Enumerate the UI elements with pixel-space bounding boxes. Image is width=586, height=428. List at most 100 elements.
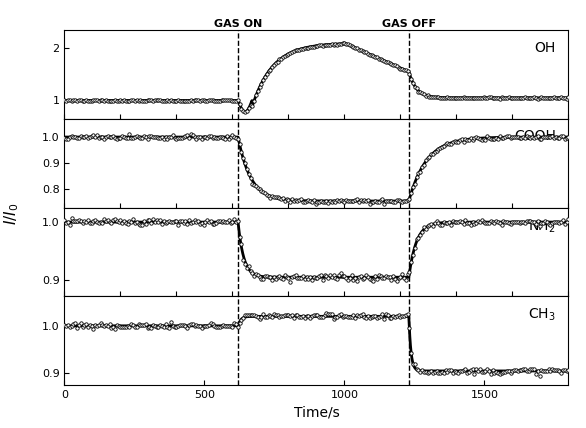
Point (322, 309, 331, 316)
Point (154, 97, 163, 104)
Point (239, 108, 248, 115)
Point (87, 220, 96, 226)
Point (246, 175, 255, 181)
Point (513, 367, 523, 374)
Point (441, 95, 450, 101)
Point (527, 219, 537, 226)
Point (96, 319, 105, 326)
Point (267, 63, 277, 70)
Point (253, 88, 263, 95)
Point (118, 98, 127, 104)
X-axis label: Time/s: Time/s (294, 406, 339, 419)
Point (128, 96, 138, 103)
Point (354, 47, 363, 54)
Point (67, 98, 76, 104)
Point (551, 367, 560, 374)
Point (495, 132, 505, 139)
Point (69, 134, 78, 140)
Point (332, 314, 342, 321)
Point (542, 219, 551, 226)
Point (435, 221, 445, 228)
Point (517, 366, 526, 373)
Point (472, 220, 481, 226)
Point (280, 312, 289, 319)
Point (560, 220, 570, 227)
Point (87, 98, 96, 104)
Point (100, 97, 109, 104)
Point (464, 95, 473, 102)
Point (85, 134, 94, 141)
Point (107, 134, 116, 140)
Point (80, 217, 89, 224)
Point (96, 96, 105, 103)
Point (557, 369, 566, 376)
Point (562, 219, 571, 226)
Point (500, 94, 510, 101)
Point (492, 134, 501, 141)
Point (542, 94, 551, 101)
Point (83, 323, 93, 330)
Point (280, 272, 289, 279)
Point (260, 74, 270, 80)
Point (96, 219, 105, 226)
Point (335, 272, 344, 279)
Point (284, 51, 293, 57)
Point (500, 134, 510, 140)
Point (372, 275, 381, 282)
Point (197, 324, 206, 331)
Point (100, 323, 109, 330)
Point (100, 135, 109, 142)
Point (313, 42, 322, 49)
Point (181, 98, 190, 104)
Point (264, 192, 273, 199)
Point (544, 95, 553, 101)
Point (557, 94, 566, 101)
Point (132, 133, 141, 140)
Point (287, 312, 297, 319)
Point (323, 41, 333, 48)
Point (482, 219, 492, 226)
Point (302, 197, 311, 204)
Point (173, 134, 183, 141)
Point (340, 199, 349, 205)
Point (437, 143, 447, 150)
Point (499, 135, 508, 142)
Point (551, 134, 560, 140)
Point (452, 219, 461, 226)
Point (96, 133, 105, 140)
Point (318, 198, 328, 205)
Point (177, 321, 186, 328)
Point (157, 323, 166, 330)
Point (555, 94, 564, 101)
Point (410, 180, 420, 187)
Point (448, 369, 458, 376)
Point (141, 320, 151, 327)
Point (231, 135, 241, 142)
Point (450, 368, 459, 374)
Point (553, 367, 563, 374)
Point (414, 169, 423, 176)
Point (65, 134, 74, 141)
Point (118, 324, 127, 330)
Point (492, 217, 501, 224)
Point (369, 313, 378, 320)
Point (206, 320, 216, 327)
Point (510, 134, 519, 140)
Point (378, 56, 387, 63)
Point (517, 218, 526, 225)
Point (464, 220, 473, 227)
Point (67, 214, 76, 221)
Point (484, 368, 493, 374)
Point (188, 321, 197, 328)
Point (441, 220, 450, 226)
Point (325, 311, 335, 318)
Point (374, 55, 383, 62)
Point (88, 132, 98, 139)
Point (435, 145, 445, 152)
Point (224, 217, 234, 223)
Point (92, 218, 101, 225)
Point (389, 272, 398, 279)
Point (329, 271, 338, 278)
Point (383, 312, 393, 318)
Point (62, 97, 71, 104)
